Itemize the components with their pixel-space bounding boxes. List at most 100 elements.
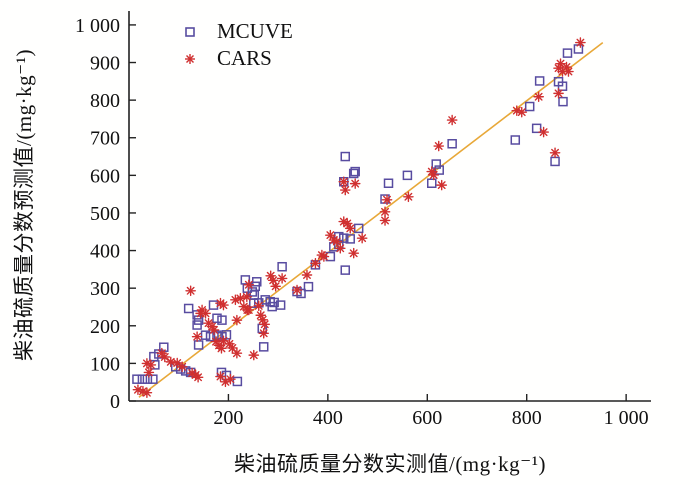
cars-point	[538, 126, 549, 138]
mcuve-point	[249, 298, 259, 308]
mcuve-point	[183, 303, 194, 314]
cars-point-arm	[166, 357, 175, 366]
mcuve-point	[380, 194, 390, 204]
mcuve-point	[137, 374, 148, 384]
mcuve-point	[208, 300, 219, 310]
cars-point-arm	[228, 344, 237, 352]
cars-point	[243, 279, 255, 291]
cars-point	[563, 66, 574, 77]
fit-line	[138, 41, 604, 398]
mcuve-point	[193, 340, 204, 350]
mcuve-point	[212, 313, 222, 324]
cars-point-arm	[434, 142, 443, 150]
y-tick-label: 800	[90, 90, 120, 112]
cars-point	[338, 176, 350, 188]
cars-point-arm	[225, 339, 234, 348]
cars-point-arm	[349, 249, 358, 258]
cars-point-arm	[216, 372, 225, 381]
cars-point-arm	[336, 244, 345, 253]
cars-point-arm	[178, 362, 187, 371]
cars-point	[356, 232, 368, 244]
cars-point	[553, 88, 564, 99]
mcuve-point	[383, 178, 394, 188]
cars-point	[227, 342, 238, 354]
cars-point-arm	[427, 167, 436, 176]
cars-point-arm	[254, 301, 263, 310]
cars-point-arm	[260, 320, 269, 329]
cars-point-arm	[558, 67, 567, 76]
cars-point-arm	[242, 292, 251, 301]
cars-point-arm	[219, 301, 228, 310]
cars-point-arm	[293, 286, 301, 295]
y-tick-label: 900	[90, 53, 120, 75]
cars-point-arm	[358, 234, 367, 243]
mcuve-point	[340, 151, 351, 162]
cars-point-arm	[138, 387, 147, 396]
cars-point	[200, 308, 211, 319]
mcuve-point	[557, 81, 568, 91]
cars-point-arm	[144, 368, 153, 377]
mcuve-point	[275, 300, 286, 310]
cars-point-arm	[142, 388, 151, 397]
y-tick-label: 100	[90, 353, 120, 375]
mcuve-point	[562, 48, 573, 58]
cars-point	[185, 285, 196, 297]
cars-point	[334, 243, 346, 254]
mcuve-point	[192, 320, 202, 330]
open-square-icon	[185, 26, 195, 37]
cars-point-arm	[534, 92, 543, 101]
cars-point	[192, 372, 204, 383]
cars-point-arm	[339, 217, 348, 226]
mcuve-point	[269, 297, 279, 308]
cars-point	[230, 294, 241, 306]
cars-point	[291, 284, 303, 296]
cars-point	[301, 269, 313, 281]
cars-point-arm	[326, 231, 335, 240]
x-tick-label: 800	[512, 407, 542, 429]
mcuve-point	[149, 351, 159, 362]
cars-point-arm	[346, 224, 355, 233]
cars-point	[218, 299, 229, 311]
mcuve-point	[260, 295, 270, 305]
cars-point-arm	[217, 344, 226, 353]
cars-point	[436, 179, 448, 191]
cars-point	[339, 184, 351, 196]
cars-point-arm	[517, 108, 526, 117]
cars-point	[348, 247, 360, 259]
mcuve-point	[148, 374, 158, 384]
x-tick-label: 400	[313, 407, 343, 429]
y-tick-label: 600	[90, 165, 120, 187]
y-tick-label: 300	[90, 278, 120, 300]
cars-point-arm	[201, 309, 210, 318]
cars-point-arm	[266, 271, 275, 280]
cars-point	[231, 347, 243, 359]
cars-point-arm	[554, 64, 563, 73]
cars-point	[231, 314, 243, 326]
cars-point-arm	[551, 148, 560, 157]
mcuve-point	[348, 168, 359, 179]
legend-item-mcuve: MCUVE	[183, 18, 293, 45]
cars-point-arm	[383, 195, 391, 204]
cars-point-arm	[329, 236, 338, 244]
cars-point	[381, 194, 393, 206]
cars-point	[349, 178, 361, 189]
cars-point	[171, 357, 183, 369]
mcuve-point	[345, 234, 355, 244]
cars-point	[259, 318, 271, 330]
mcuve-point	[550, 156, 560, 167]
y-tick-label: 400	[90, 241, 120, 263]
mcuve-point	[200, 330, 211, 340]
cars-point	[270, 280, 281, 292]
cars-point-arm	[219, 336, 228, 345]
cars-point	[553, 62, 564, 74]
cars-point-arm	[278, 274, 287, 283]
cars-point-arm	[259, 329, 268, 338]
mcuve-point	[217, 315, 227, 325]
cars-point	[549, 147, 561, 159]
cars-point	[176, 361, 188, 373]
x-tick-label: 200	[213, 407, 243, 429]
mcuve-point	[252, 277, 262, 287]
mcuve-point	[573, 44, 584, 54]
cars-point	[575, 37, 586, 48]
cars-point	[243, 304, 255, 316]
